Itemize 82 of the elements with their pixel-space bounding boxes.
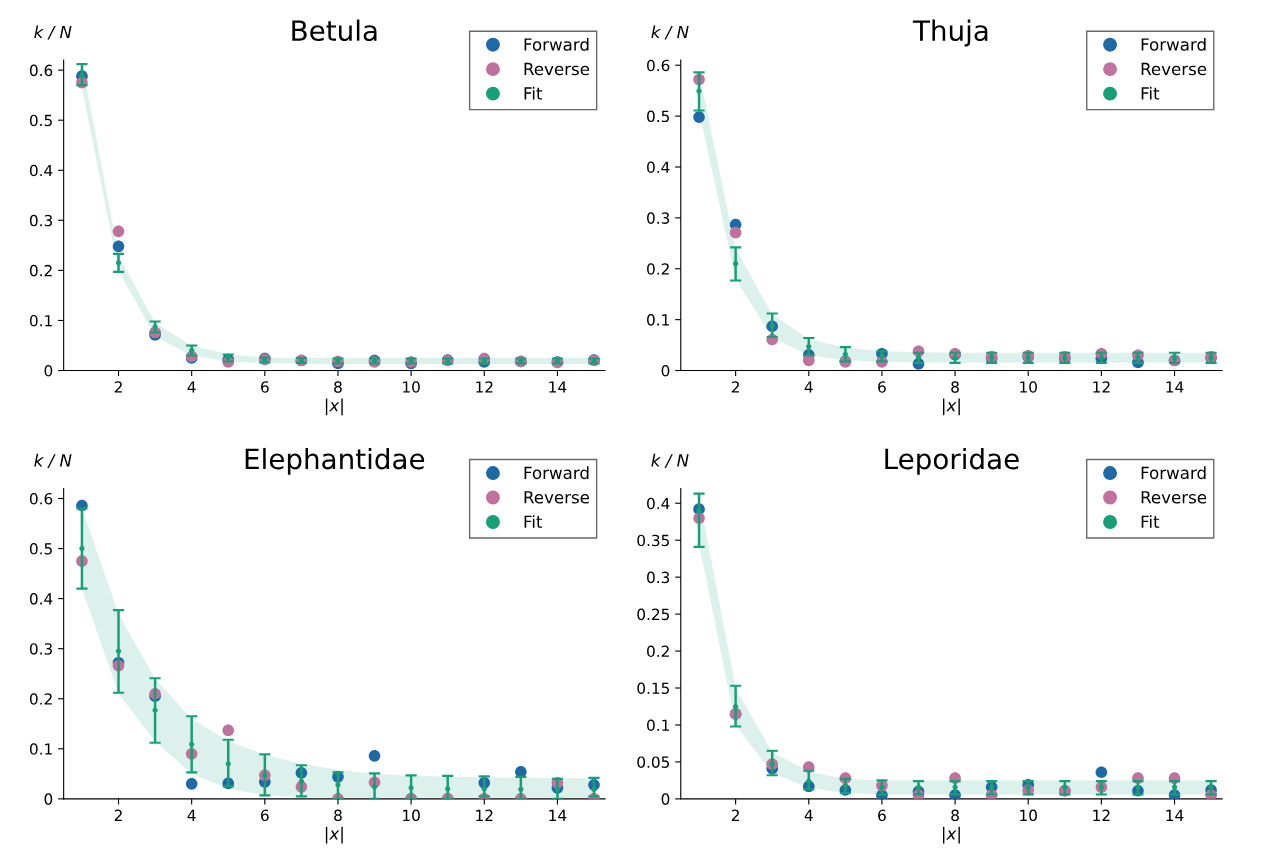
y-tick-label: 0.25	[637, 608, 670, 621]
y-tick-label: 0.4	[647, 161, 670, 174]
y-axis-title: k / N	[651, 453, 689, 468]
legend-label: Fit	[524, 515, 543, 528]
x-tick-label: 14	[1166, 381, 1184, 393]
legend-label: Reverse	[1141, 62, 1207, 76]
y-tick-label: 0.4	[647, 497, 670, 510]
x-tick-label: 6	[878, 381, 886, 393]
y-tick-label: 0.3	[647, 212, 670, 224]
x-tick-label: 12	[476, 381, 493, 393]
x-tick-label: 4	[187, 381, 196, 393]
y-tick-label: 0	[661, 793, 670, 805]
legend-label: Reverse	[1141, 491, 1207, 504]
y-tick-label: 0.5	[647, 110, 670, 123]
legend-label: Forward	[524, 466, 589, 480]
y-tick-label: 0.6	[29, 492, 53, 505]
x-axis-title: |x|	[325, 398, 343, 416]
x-tick-label: 10	[1020, 809, 1037, 822]
chart-title: Thuja	[912, 19, 988, 47]
x-tick-label: 2	[731, 381, 739, 393]
y-tick-label: 0	[661, 364, 670, 377]
y-tick-label: 0.5	[29, 114, 52, 127]
x-tick-label: 10	[403, 381, 420, 393]
x-tick-label: 6	[261, 381, 269, 393]
y-tick-label: 0.2	[647, 645, 669, 658]
x-tick-label: 6	[878, 809, 886, 822]
x-tick-label: 8	[334, 809, 342, 822]
y-tick-label: 0.6	[647, 59, 670, 72]
x-tick-label: 8	[951, 809, 959, 822]
y-tick-label: 0.1	[29, 314, 52, 327]
y-tick-label: 0.15	[637, 682, 670, 695]
x-tick-label: 10	[403, 809, 420, 822]
x-tick-label: 14	[549, 809, 567, 821]
y-tick-label: 0.2	[647, 263, 669, 275]
x-axis-title: |x|	[942, 398, 960, 416]
legend-label: Forward	[1141, 466, 1206, 480]
legend-label: Fit	[1141, 86, 1160, 100]
y-axis-title: k / N	[34, 453, 72, 468]
y-tick-label: 0.4	[29, 164, 53, 177]
chart-title: Elephantidae	[245, 447, 425, 475]
x-tick-label: 8	[951, 381, 959, 393]
x-tick-label: 8	[334, 381, 342, 393]
y-axis-title: k / N	[651, 25, 689, 40]
y-tick-label: 0.3	[647, 571, 670, 584]
x-tick-label: 6	[261, 809, 269, 822]
y-tick-label: 0.3	[29, 643, 53, 655]
legend-label: Reverse	[524, 62, 590, 76]
x-tick-label: 14	[1166, 809, 1184, 821]
y-tick-label: 0.6	[29, 64, 53, 77]
x-tick-label: 2	[731, 809, 739, 821]
x-tick-label: 2	[114, 809, 122, 821]
x-tick-label: 12	[1093, 381, 1110, 393]
y-tick-label: 0.1	[647, 719, 669, 731]
y-tick-label: 0.1	[647, 314, 669, 326]
legend-label: Forward	[524, 37, 589, 51]
legend-label: Fit	[524, 86, 543, 100]
x-tick-label: 12	[1093, 809, 1110, 821]
x-tick-label: 4	[187, 809, 196, 821]
x-axis-title: |x|	[325, 826, 343, 844]
y-tick-label: 0	[44, 364, 53, 377]
y-tick-label: 0.1	[29, 743, 52, 755]
x-tick-label: 4	[804, 381, 813, 393]
y-tick-label: 0.3	[29, 214, 53, 227]
x-tick-label: 10	[1020, 381, 1037, 393]
x-tick-label: 12	[476, 809, 493, 821]
chart-title: Betula	[292, 19, 377, 42]
x-axis-title: |x|	[942, 826, 960, 844]
legend-label: Reverse	[524, 491, 590, 504]
y-tick-label: 0.05	[637, 756, 670, 768]
x-tick-label: 4	[804, 809, 813, 821]
y-tick-label: 0	[44, 793, 53, 805]
y-axis-title: k / N	[34, 25, 72, 40]
y-tick-label: 0.2	[29, 693, 52, 705]
y-tick-label: 0.35	[637, 534, 670, 547]
legend-label: Forward	[1141, 37, 1206, 51]
y-tick-label: 0.5	[29, 543, 52, 555]
chart-title: Leporidae	[885, 447, 1019, 475]
y-tick-label: 0.2	[29, 264, 52, 277]
legend-label: Fit	[1141, 515, 1160, 528]
y-tick-label: 0.4	[29, 593, 53, 605]
x-tick-label: 14	[549, 381, 567, 393]
x-tick-label: 2	[114, 381, 122, 393]
